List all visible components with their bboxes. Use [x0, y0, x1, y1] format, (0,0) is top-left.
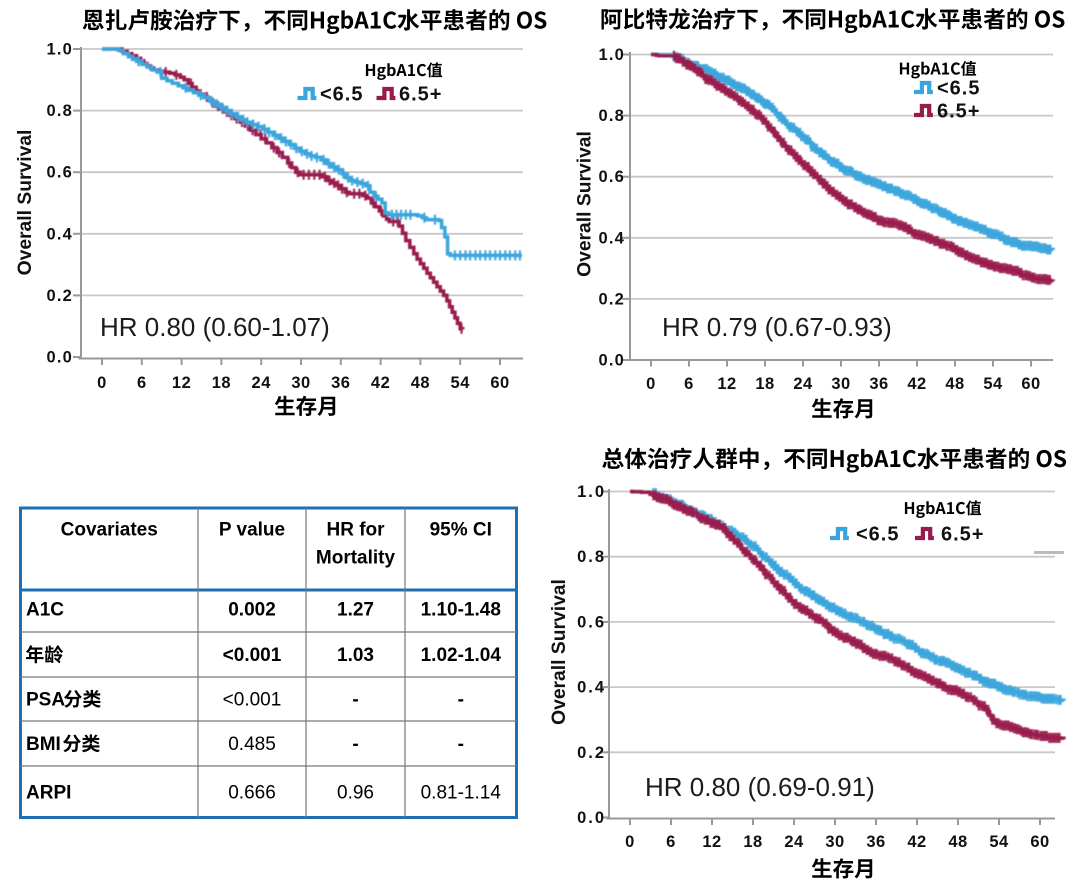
svg-text:P value: P value — [219, 520, 285, 541]
svg-text:HR for: HR for — [326, 520, 385, 541]
svg-text:1.0: 1.0 — [598, 46, 625, 64]
svg-text:0.2: 0.2 — [46, 287, 73, 305]
svg-text:54: 54 — [983, 375, 1003, 393]
svg-text:42: 42 — [907, 375, 926, 393]
svg-text:0.8: 0.8 — [46, 102, 73, 120]
svg-text:30: 30 — [831, 375, 850, 393]
svg-text:12: 12 — [717, 375, 736, 393]
svg-text:Overall Survival: Overall Survival — [549, 579, 570, 725]
svg-text:24: 24 — [793, 375, 813, 393]
svg-text:0: 0 — [97, 374, 107, 392]
svg-text:18: 18 — [743, 833, 762, 851]
svg-text:<6.5: <6.5 — [937, 78, 980, 100]
svg-text:1.10-1.48: 1.10-1.48 — [421, 600, 501, 621]
svg-text:1.03: 1.03 — [337, 645, 374, 666]
svg-text:12: 12 — [172, 374, 191, 392]
svg-text:PSA: PSA — [26, 690, 65, 711]
svg-text:6.5+: 6.5+ — [941, 524, 984, 546]
svg-text:ARPI: ARPI — [26, 783, 71, 804]
svg-text:1.0: 1.0 — [577, 483, 606, 501]
svg-text:30: 30 — [825, 833, 844, 851]
svg-text:0.8: 0.8 — [598, 107, 625, 125]
svg-text:0.485: 0.485 — [228, 734, 276, 755]
svg-text:60: 60 — [490, 374, 509, 392]
svg-text:-: - — [352, 734, 358, 755]
svg-text:0: 0 — [646, 375, 656, 393]
svg-text:0.6: 0.6 — [46, 164, 73, 182]
svg-text:95% CI: 95% CI — [430, 520, 492, 541]
svg-text:6: 6 — [684, 375, 694, 393]
svg-text:<6.5: <6.5 — [856, 524, 899, 546]
svg-text:0.4: 0.4 — [577, 679, 606, 697]
svg-text:<0.001: <0.001 — [223, 690, 282, 711]
svg-text:60: 60 — [1030, 833, 1049, 851]
svg-text:0.0: 0.0 — [577, 809, 606, 827]
svg-text:0.4: 0.4 — [598, 229, 625, 247]
svg-text:0.002: 0.002 — [228, 600, 276, 621]
svg-text:42: 42 — [371, 374, 390, 392]
svg-text:24: 24 — [252, 374, 272, 392]
svg-text:HR 0.80 (0.69-0.91): HR 0.80 (0.69-0.91) — [645, 772, 875, 802]
svg-text:54: 54 — [451, 374, 471, 392]
svg-text:0.96: 0.96 — [337, 783, 374, 804]
svg-text:BMI: BMI — [26, 734, 61, 755]
svg-text:<6.5: <6.5 — [320, 84, 363, 106]
svg-text:Mortality: Mortality — [316, 548, 396, 569]
svg-text:0.666: 0.666 — [228, 783, 276, 804]
svg-text:60: 60 — [1021, 375, 1040, 393]
svg-text:1.0: 1.0 — [46, 41, 73, 59]
svg-text:0.6: 0.6 — [598, 168, 625, 186]
svg-text:0.4: 0.4 — [46, 225, 73, 243]
svg-text:6: 6 — [666, 833, 676, 851]
svg-text:1.27: 1.27 — [337, 600, 374, 621]
svg-text:42: 42 — [907, 833, 926, 851]
svg-text:36: 36 — [866, 833, 885, 851]
svg-text:-: - — [458, 734, 464, 755]
svg-text:30: 30 — [291, 374, 310, 392]
svg-text:HR 0.79 (0.67-0.93): HR 0.79 (0.67-0.93) — [662, 312, 892, 342]
svg-text:0.0: 0.0 — [598, 352, 625, 370]
svg-text:36: 36 — [869, 375, 888, 393]
svg-text:0.2: 0.2 — [577, 744, 606, 762]
svg-text:0.2: 0.2 — [598, 290, 625, 308]
svg-text:48: 48 — [411, 374, 430, 392]
svg-text:-: - — [352, 690, 358, 711]
svg-text:Covariates: Covariates — [61, 520, 158, 541]
svg-text:36: 36 — [331, 374, 350, 392]
svg-text:0: 0 — [625, 833, 635, 851]
svg-text:18: 18 — [755, 375, 774, 393]
svg-text:24: 24 — [784, 833, 804, 851]
svg-text:-: - — [458, 690, 464, 711]
svg-text:6: 6 — [137, 374, 147, 392]
svg-text:Overall Survival: Overall Survival — [15, 130, 36, 276]
svg-text:54: 54 — [989, 833, 1009, 851]
svg-text:0.6: 0.6 — [577, 613, 606, 631]
svg-text:48: 48 — [948, 833, 967, 851]
svg-text:0.81-1.14: 0.81-1.14 — [421, 783, 502, 804]
svg-text:1.02-1.04: 1.02-1.04 — [421, 645, 502, 666]
svg-text:A1C: A1C — [26, 600, 64, 621]
svg-text:Overall Survival: Overall Survival — [575, 131, 596, 277]
svg-text:48: 48 — [945, 375, 964, 393]
svg-text:12: 12 — [702, 833, 721, 851]
svg-text:6.5+: 6.5+ — [399, 84, 442, 106]
svg-text:18: 18 — [212, 374, 231, 392]
svg-text:0.8: 0.8 — [577, 548, 606, 566]
svg-text:0.0: 0.0 — [46, 349, 73, 367]
svg-text:<0.001: <0.001 — [223, 645, 282, 666]
svg-text:6.5+: 6.5+ — [937, 101, 980, 123]
svg-text:HR 0.80 (0.60-1.07): HR 0.80 (0.60-1.07) — [100, 312, 330, 342]
